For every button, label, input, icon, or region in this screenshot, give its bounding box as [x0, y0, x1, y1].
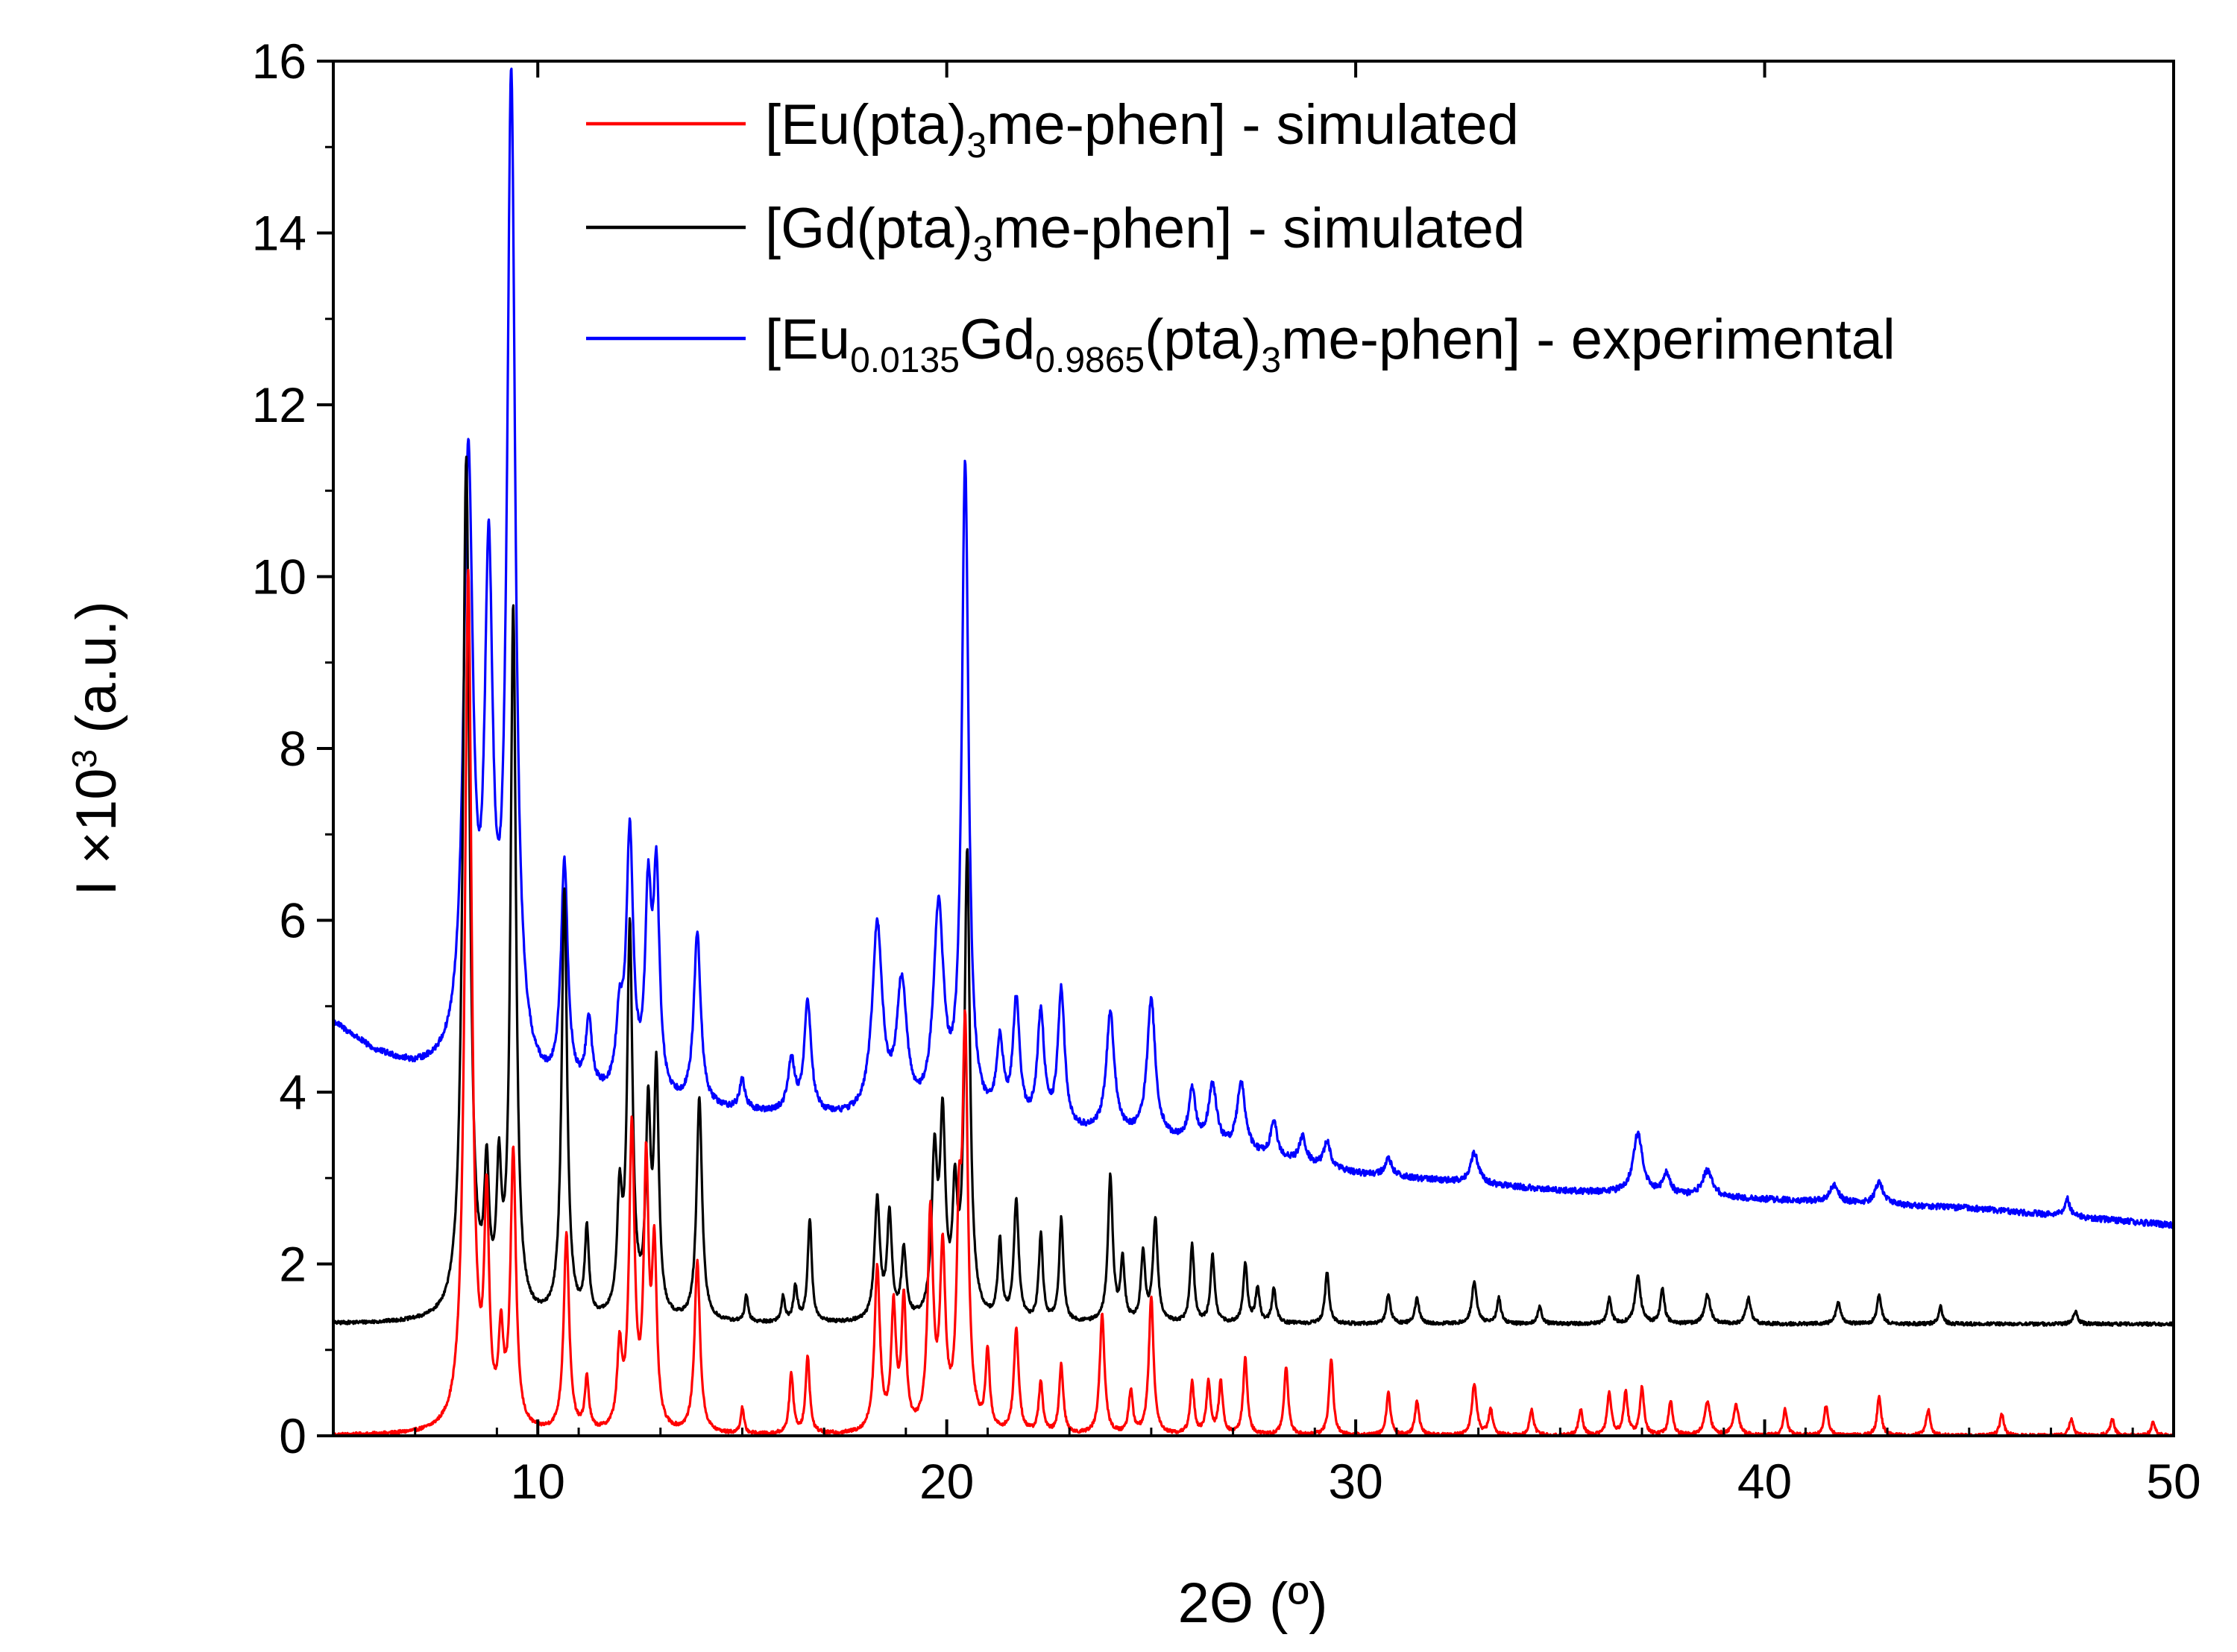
legend-entry-part: [Eu [765, 308, 850, 371]
y-tick-label: 12 [252, 377, 306, 432]
legend-entry: [Eu(pta)3me-phen] - simulated [765, 93, 1519, 165]
x-tick-label: 50 [2146, 1454, 2200, 1509]
y-tick-label: 6 [279, 893, 306, 948]
y-tick-label: 10 [252, 549, 306, 605]
series-line [333, 455, 2174, 1327]
legend-entry-part: 0.9865 [1035, 341, 1145, 380]
legend-entry-part: me-phen] - simulated [987, 93, 1519, 157]
y-axis-title-prefix: I ×10 [65, 768, 128, 895]
x-axis-title: 2Θ (º) [1178, 1571, 1328, 1635]
x-tick-label: 10 [511, 1454, 565, 1509]
y-axis-title-suffix: (a.u.) [65, 601, 128, 749]
legend-entry-part: me-phen] - simulated [992, 197, 1525, 260]
x-tick-label: 20 [919, 1454, 974, 1509]
y-axis-title-superscript: 3 [65, 749, 104, 769]
legend-entry-part: 3 [1261, 341, 1281, 380]
y-tick-label: 4 [279, 1065, 306, 1120]
legend: [Eu(pta)3me-phen] - simulated[Gd(pta)3me… [586, 93, 1895, 380]
legend-entry-part: [Eu(pta) [765, 93, 966, 157]
y-tick-label: 16 [252, 34, 306, 89]
y-tick-label: 0 [279, 1408, 306, 1463]
x-tick-label: 30 [1328, 1454, 1382, 1509]
y-tick-label: 8 [279, 721, 306, 776]
legend-entry-part: 3 [966, 126, 987, 165]
y-tick-label: 2 [279, 1237, 306, 1292]
x-tick-label: 40 [1737, 1454, 1792, 1509]
legend-entry-part: 0.0135 [850, 341, 960, 380]
legend-entry-part: me-phen] - experimental [1281, 308, 1895, 371]
legend-entry-part: Gd [960, 308, 1035, 371]
series-line [333, 67, 2174, 1229]
legend-entry-part: [Gd(pta) [765, 197, 973, 260]
legend-entry: [Gd(pta)3me-phen] - simulated [765, 197, 1525, 269]
legend-entry-part: (pta) [1145, 308, 1261, 371]
ticks-layer: 10 20 30 40 50 0 2 4 6 8 10 12 14 16 [252, 34, 2201, 1509]
y-axis-title: I ×103 (a.u.) [65, 601, 128, 895]
y-tick-label: 14 [252, 206, 306, 261]
legend-entry-part: 3 [973, 230, 993, 269]
legend-entry: [Eu0.0135Gd0.9865(pta)3me-phen] - experi… [765, 308, 1895, 380]
